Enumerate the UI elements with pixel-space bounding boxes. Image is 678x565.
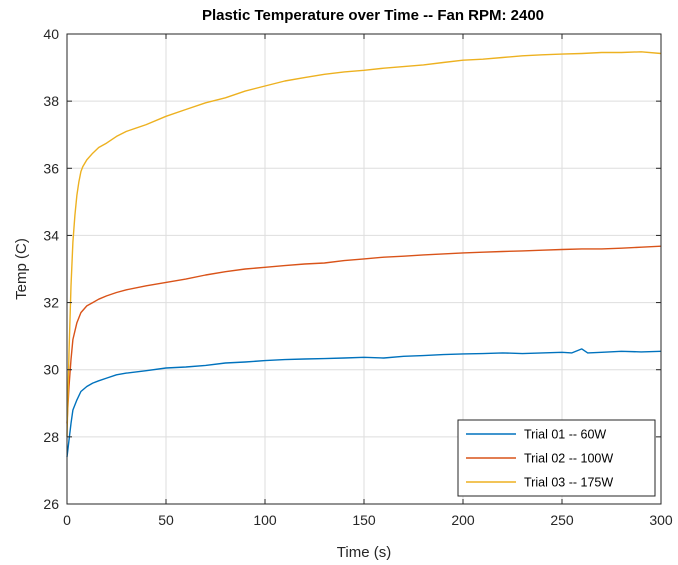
y-tick-label: 32 (43, 295, 59, 311)
legend-label-1: Trial 01 -- 60W (524, 428, 606, 442)
axis-ticks: 0 50 100 150 200 250 300 26 28 30 32 34 36 38 40 (43, 26, 672, 528)
x-tick-label: 0 (63, 512, 71, 528)
legend: Trial 01 -- 60W Trial 02 -- 100W Trial 03 … (457, 419, 656, 497)
chart-title: Plastic Temperature over Time -- Fan RPM… (202, 7, 544, 24)
x-tick-label: 100 (253, 512, 277, 528)
x-tick-label: 50 (158, 512, 174, 528)
legend-label-2: Trial 02 -- 100W (524, 452, 613, 466)
x-tick-label: 200 (451, 512, 475, 528)
y-tick-label: 26 (43, 496, 59, 512)
y-tick-label: 38 (43, 93, 59, 109)
series-line-1 (66, 348, 662, 458)
y-tick-label: 34 (43, 227, 59, 243)
x-tick-label: 250 (550, 512, 574, 528)
y-tick-label: 30 (43, 362, 59, 378)
x-axis-label: Time (s) (337, 544, 391, 561)
x-tick-label: 150 (352, 512, 376, 528)
legend-label-3: Trial 03 -- 175W (524, 476, 613, 490)
y-tick-label: 40 (43, 26, 59, 42)
x-tick-label: 300 (649, 512, 673, 528)
series-line-3 (66, 51, 662, 437)
series-line-2 (66, 245, 662, 424)
y-tick-label: 36 (43, 160, 59, 176)
y-tick-label: 28 (43, 429, 59, 445)
series-lines (66, 51, 662, 458)
y-axis-label: Temp (C) (13, 238, 30, 300)
